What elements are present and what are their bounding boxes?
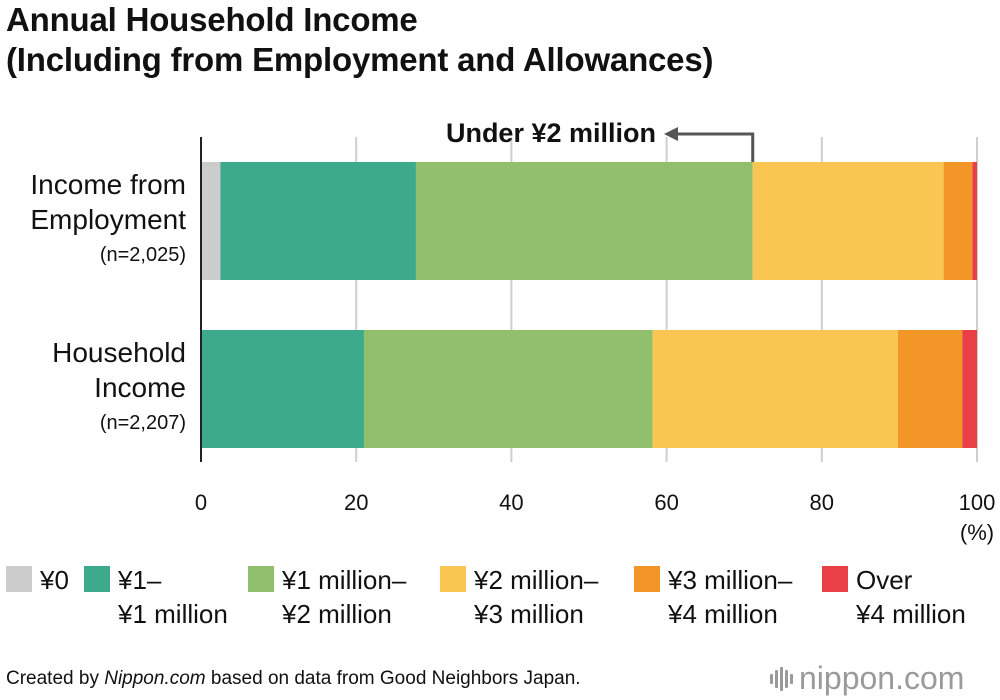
legend-label-1-line-1: ¥1 million [117,599,228,629]
legend-label-4-line-0: ¥3 million– [667,565,793,595]
nippon-logo: nippon.com [770,660,964,697]
logo-text: nippon.com [799,660,965,696]
category-label-0-line-1: Employment [30,204,186,235]
category-label-0-line-0: Income from [30,169,186,200]
legend-swatch-2 [248,566,274,592]
legend-label-2-line-1: ¥2 million [281,599,392,629]
legend-label-5-line-1: ¥4 million [855,599,966,629]
logo-mark-icon [770,666,793,691]
legend-label-4-line-1: ¥4 million [667,599,778,629]
bar-segment-0-5 [972,162,977,280]
x-unit-label: (%) [960,520,994,545]
footer-prefix: Created by [6,668,105,689]
legend-label-3-line-1: ¥3 million [473,599,584,629]
bar-segment-0-3 [752,162,944,280]
x-tick-label-0: 0 [195,490,207,515]
legend-label-3-line-0: ¥2 million– [473,565,599,595]
legend-label-0-line-0: ¥0 [39,565,69,595]
bar-segment-1-5 [962,330,977,448]
bar-segment-1-4 [897,330,963,448]
legend-label-1-line-0: ¥1– [117,565,162,595]
title-line-1: Annual Household Income [6,1,418,38]
annotation-arrowhead-icon [664,127,678,141]
x-tick-label-100: 100 [959,490,996,515]
legend-swatch-1 [84,566,110,592]
legend-label-2-line-0: ¥1 million– [281,565,407,595]
bar-segment-1-2 [363,330,653,448]
bar-segment-0-2 [415,162,753,280]
title-line-2: (Including from Employment and Allowance… [6,41,714,78]
legend-label-5-line-0: Over [856,565,913,595]
category-label-1-line-1: Income [94,372,186,403]
category-n-1: (n=2,207) [100,412,186,434]
legend-swatch-0 [6,566,32,592]
annotation-bracket [676,132,755,162]
bar-segment-1-3 [652,330,898,448]
bar-segment-0-1 [220,162,416,280]
legend-swatch-3 [440,566,466,592]
footer-suffix: based on data from Good Neighbors Japan. [205,668,581,689]
legend-swatch-5 [822,566,848,592]
x-tick-label-40: 40 [499,490,523,515]
x-tick-label-80: 80 [810,490,834,515]
annotation-label: Under ¥2 million [446,118,656,148]
chart-title: Annual Household Income (Including from … [6,0,713,80]
bar-segment-0-4 [943,162,973,280]
bar-segment-0-0 [201,162,221,280]
footer-credit: Created by Nippon.com based on data from… [6,668,581,690]
category-n-0: (n=2,025) [100,244,186,266]
x-tick-label-60: 60 [654,490,678,515]
x-tick-label-20: 20 [344,490,368,515]
bar-segment-1-1 [201,330,364,448]
category-label-1-line-0: Household [52,337,186,368]
legend-swatch-4 [634,566,660,592]
footer-source-name: Nippon.com [104,668,206,689]
